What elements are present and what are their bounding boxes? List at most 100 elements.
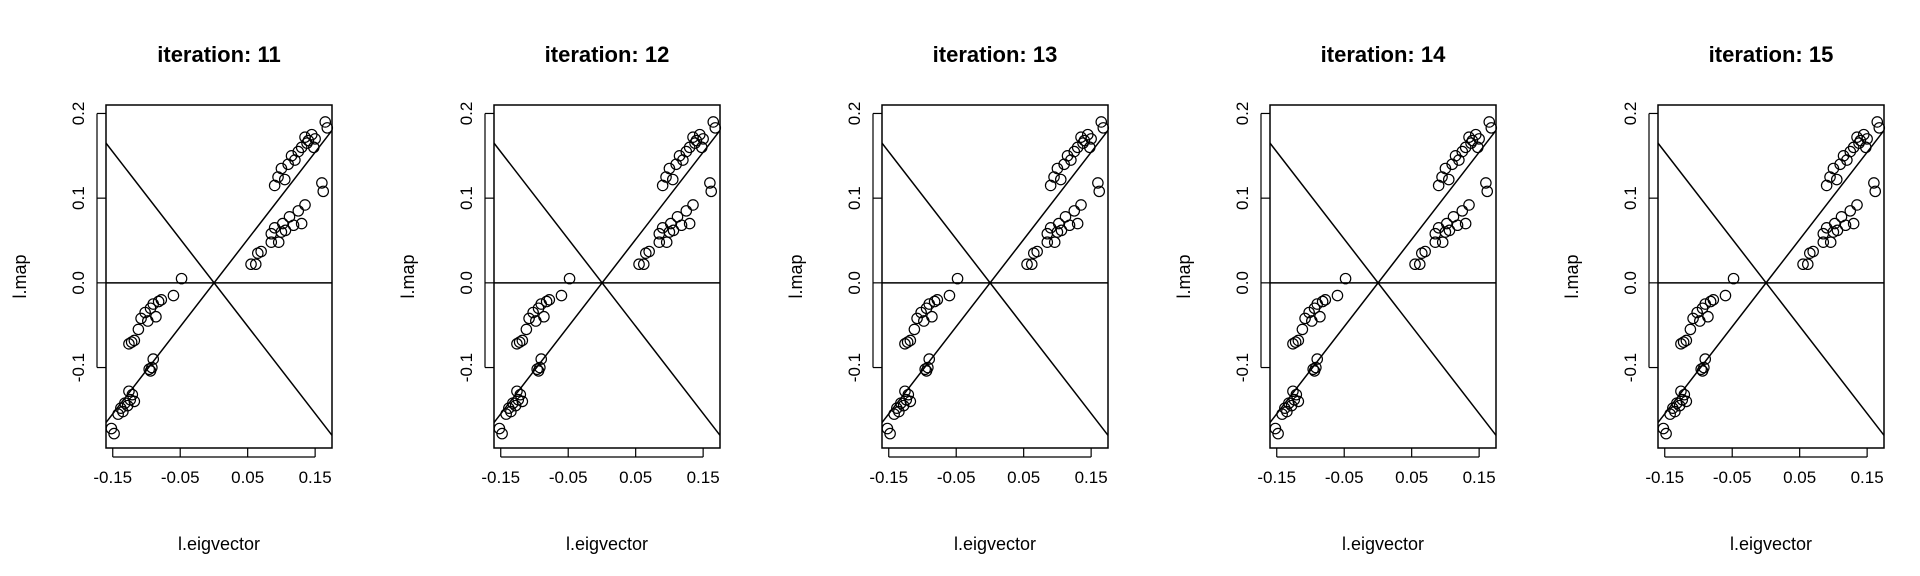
data-point — [1677, 336, 1690, 348]
data-point — [1463, 199, 1475, 211]
diagonal-line — [882, 129, 1108, 424]
y-axis-label: l.map — [10, 254, 30, 298]
data-point — [516, 334, 529, 347]
data-point — [316, 177, 328, 189]
y-axis: -0.1 0.0 0.1 0.2 l.map — [1562, 102, 1658, 382]
data-point — [660, 236, 673, 248]
data-point — [1436, 236, 1449, 248]
data-point — [1473, 133, 1485, 145]
panel-iteration-15: iteration: 15 -0.15 -0.05 0.05 0.15 l.eigvect… — [1562, 42, 1886, 554]
data-point — [1687, 312, 1699, 325]
x-axis-label: l.eigvector — [1342, 534, 1424, 554]
x-tick-label: 0.05 — [619, 468, 652, 487]
data-point — [1702, 310, 1714, 323]
data-point — [150, 310, 162, 323]
data-point — [1827, 162, 1840, 175]
data-point — [279, 224, 292, 237]
data-point — [1063, 219, 1076, 232]
data-point — [1831, 224, 1844, 237]
data-point — [1443, 224, 1456, 237]
data-point — [1873, 122, 1886, 134]
data-point — [1085, 133, 1097, 145]
data-point — [1093, 185, 1106, 198]
diagonal-line — [1270, 129, 1496, 424]
x-axis: -0.15 -0.05 0.05 0.15 l.eigvector — [93, 448, 332, 554]
data-point — [535, 353, 548, 365]
data-point — [1698, 361, 1710, 374]
data-point — [1719, 289, 1732, 302]
x-tick-label: 0.15 — [687, 468, 720, 487]
y-tick-label: -0.1 — [845, 353, 864, 382]
data-point — [653, 236, 666, 248]
diagonal-line — [1658, 129, 1884, 424]
y-axis-label: l.map — [398, 254, 418, 298]
data-point — [943, 289, 956, 302]
y-tick-label: -0.1 — [1233, 353, 1252, 382]
data-point — [1285, 399, 1298, 412]
x-tick-label: 0.05 — [1783, 468, 1816, 487]
y-tick-label: 0.2 — [1621, 102, 1640, 126]
data-point — [697, 133, 709, 145]
data-point — [664, 217, 677, 230]
data-point — [901, 336, 914, 348]
data-point — [951, 272, 964, 285]
data-point — [278, 173, 291, 186]
x-tick-label: -0.05 — [161, 468, 200, 487]
panel-title: iteration: 13 — [933, 42, 1058, 67]
y-axis-label: l.map — [1562, 254, 1582, 298]
data-point — [899, 385, 911, 398]
data-point — [275, 162, 288, 175]
y-axis: -0.1 0.0 0.1 0.2 l.map — [1174, 102, 1270, 382]
data-point — [128, 395, 141, 408]
y-tick-label: 0.1 — [845, 186, 864, 210]
data-point — [1684, 323, 1697, 336]
data-point — [513, 336, 526, 348]
data-point — [1075, 199, 1087, 211]
data-point — [884, 427, 896, 440]
y-tick-label: 0.0 — [1621, 271, 1640, 295]
data-point — [663, 162, 676, 175]
data-point — [1801, 258, 1814, 271]
data-point — [687, 199, 699, 211]
data-point — [709, 122, 722, 134]
y-tick-label: 0.1 — [69, 186, 88, 210]
data-point — [1456, 145, 1469, 158]
diagonal-line — [494, 129, 720, 424]
data-point — [1041, 236, 1054, 248]
x-axis: -0.15 -0.05 0.05 0.15 l.eigvector — [869, 448, 1108, 554]
data-point — [1480, 177, 1492, 189]
data-point — [1857, 128, 1870, 141]
x-tick-label: -0.15 — [1645, 468, 1684, 487]
data-point — [897, 399, 910, 412]
data-point — [1052, 217, 1065, 230]
data-point — [132, 323, 145, 336]
data-point — [1299, 312, 1311, 325]
data-point — [245, 258, 257, 271]
data-point — [926, 310, 938, 323]
x-axis: -0.15 -0.05 0.05 0.15 l.eigvector — [1645, 448, 1884, 554]
y-tick-label: 0.2 — [1233, 102, 1252, 126]
data-point — [540, 295, 553, 308]
x-tick-label: 0.05 — [231, 468, 264, 487]
data-point — [1296, 323, 1309, 336]
data-point — [1481, 185, 1494, 198]
y-axis: -0.1 0.0 0.1 0.2 l.map — [786, 102, 882, 382]
data-point — [1311, 353, 1324, 365]
x-tick-label: 0.15 — [1463, 468, 1496, 487]
data-point — [1859, 141, 1872, 154]
data-point — [1727, 272, 1740, 285]
data-point — [1868, 177, 1880, 189]
x-tick-label: 0.15 — [299, 468, 332, 487]
data-point — [908, 323, 921, 336]
data-point — [123, 385, 135, 398]
data-point — [276, 217, 289, 230]
data-point — [167, 289, 180, 302]
plot-frame — [493, 104, 721, 449]
data-point — [1695, 363, 1707, 376]
x-tick-label: -0.15 — [93, 468, 132, 487]
data-point — [1861, 133, 1873, 145]
data-point — [292, 205, 305, 217]
data-point — [285, 150, 298, 162]
x-axis-label: l.eigvector — [566, 534, 648, 554]
data-point — [680, 145, 693, 158]
